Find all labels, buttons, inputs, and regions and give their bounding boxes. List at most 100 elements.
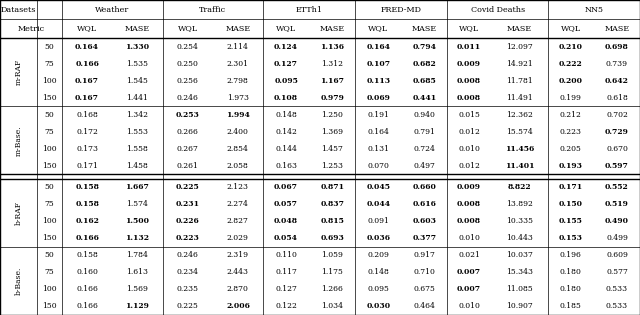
Text: 0.067: 0.067 — [274, 183, 298, 192]
Text: 1.342: 1.342 — [126, 111, 148, 119]
Text: 0.127: 0.127 — [274, 60, 298, 68]
Text: 0.160: 0.160 — [76, 268, 98, 277]
Text: 0.166: 0.166 — [76, 302, 98, 311]
Text: 0.246: 0.246 — [177, 251, 198, 260]
Text: 75: 75 — [45, 200, 54, 209]
Text: 1.132: 1.132 — [125, 234, 149, 243]
Text: 0.095: 0.095 — [367, 285, 389, 294]
Text: 11.456: 11.456 — [505, 145, 534, 153]
Text: 1.034: 1.034 — [321, 302, 343, 311]
Text: WQL: WQL — [561, 25, 581, 33]
Text: 0.127: 0.127 — [275, 285, 297, 294]
Text: 0.577: 0.577 — [606, 268, 628, 277]
Text: 0.739: 0.739 — [606, 60, 628, 68]
Text: 0.660: 0.660 — [412, 183, 436, 192]
Text: 0.231: 0.231 — [175, 200, 200, 209]
Text: 0.603: 0.603 — [412, 217, 436, 226]
Text: 0.209: 0.209 — [367, 251, 389, 260]
Text: 1.574: 1.574 — [127, 200, 148, 209]
Text: 50: 50 — [45, 111, 54, 119]
Text: 0.837: 0.837 — [320, 200, 344, 209]
Text: 0.267: 0.267 — [177, 145, 198, 153]
Text: 0.166: 0.166 — [75, 60, 99, 68]
Text: 0.940: 0.940 — [413, 111, 435, 119]
Text: 0.070: 0.070 — [367, 162, 389, 170]
Text: 11.085: 11.085 — [506, 285, 532, 294]
Text: 0.131: 0.131 — [367, 145, 389, 153]
Text: 0.702: 0.702 — [606, 111, 628, 119]
Text: 0.172: 0.172 — [76, 128, 98, 136]
Text: Weather: Weather — [95, 6, 129, 14]
Text: 2.854: 2.854 — [227, 145, 249, 153]
Text: b-RAF: b-RAF — [15, 201, 22, 225]
Text: 0.168: 0.168 — [76, 111, 98, 119]
Text: 0.917: 0.917 — [413, 251, 435, 260]
Text: 0.685: 0.685 — [412, 77, 436, 85]
Text: 0.618: 0.618 — [606, 94, 628, 102]
Text: 0.223: 0.223 — [560, 128, 582, 136]
Text: 0.675: 0.675 — [413, 285, 435, 294]
Text: 2.827: 2.827 — [227, 217, 249, 226]
Text: 0.642: 0.642 — [605, 77, 629, 85]
Text: 11.781: 11.781 — [506, 77, 532, 85]
Text: 0.616: 0.616 — [412, 200, 436, 209]
Text: 0.150: 0.150 — [559, 200, 583, 209]
Text: 10.443: 10.443 — [506, 234, 533, 243]
Text: 75: 75 — [45, 60, 54, 68]
Text: 0.164: 0.164 — [366, 43, 390, 51]
Text: 0.148: 0.148 — [367, 268, 389, 277]
Text: 0.069: 0.069 — [366, 94, 390, 102]
Text: 0.155: 0.155 — [559, 217, 583, 226]
Text: 1.312: 1.312 — [321, 60, 343, 68]
Text: MASE: MASE — [225, 25, 250, 33]
Text: 0.166: 0.166 — [75, 234, 99, 243]
Text: 1.784: 1.784 — [127, 251, 148, 260]
Text: b-Base.: b-Base. — [15, 267, 22, 295]
Text: 0.171: 0.171 — [76, 162, 98, 170]
Text: 0.012: 0.012 — [458, 128, 480, 136]
Text: 0.164: 0.164 — [367, 128, 389, 136]
Text: 0.124: 0.124 — [274, 43, 298, 51]
Text: 0.979: 0.979 — [320, 94, 344, 102]
Text: 0.166: 0.166 — [76, 285, 98, 294]
Text: 10.037: 10.037 — [506, 251, 533, 260]
Text: 13.892: 13.892 — [506, 200, 533, 209]
Text: 0.441: 0.441 — [412, 94, 436, 102]
Text: Metric: Metric — [17, 25, 45, 33]
Text: 15.343: 15.343 — [506, 268, 533, 277]
Text: 1.569: 1.569 — [127, 285, 148, 294]
Text: 0.212: 0.212 — [560, 111, 582, 119]
Text: 0.158: 0.158 — [75, 200, 99, 209]
Text: 1.545: 1.545 — [127, 77, 148, 85]
Text: 1.667: 1.667 — [125, 183, 149, 192]
Text: 0.225: 0.225 — [176, 183, 200, 192]
Text: 0.254: 0.254 — [177, 43, 198, 51]
Text: 0.008: 0.008 — [457, 217, 481, 226]
Text: 0.048: 0.048 — [274, 217, 298, 226]
Text: 1.535: 1.535 — [126, 60, 148, 68]
Text: 0.036: 0.036 — [366, 234, 390, 243]
Text: 10.907: 10.907 — [506, 302, 532, 311]
Text: MASE: MASE — [507, 25, 532, 33]
Text: 0.054: 0.054 — [274, 234, 298, 243]
Text: WQL: WQL — [459, 25, 479, 33]
Text: 0.519: 0.519 — [605, 200, 629, 209]
Text: 2.006: 2.006 — [226, 302, 250, 311]
Text: 0.724: 0.724 — [413, 145, 435, 153]
Text: 0.693: 0.693 — [320, 234, 344, 243]
Text: 0.171: 0.171 — [559, 183, 583, 192]
Text: 0.007: 0.007 — [457, 285, 481, 294]
Text: 0.167: 0.167 — [75, 77, 99, 85]
Text: 0.010: 0.010 — [458, 234, 480, 243]
Text: NN5: NN5 — [584, 6, 604, 14]
Text: 0.256: 0.256 — [177, 77, 198, 85]
Text: 0.234: 0.234 — [177, 268, 198, 277]
Text: 0.008: 0.008 — [457, 94, 481, 102]
Text: 0.113: 0.113 — [366, 77, 390, 85]
Text: 11.491: 11.491 — [506, 94, 532, 102]
Text: 0.815: 0.815 — [320, 217, 344, 226]
Text: Datasets: Datasets — [1, 6, 36, 14]
Text: Traffic: Traffic — [199, 6, 227, 14]
Text: FRED-MD: FRED-MD — [381, 6, 422, 14]
Text: 0.009: 0.009 — [457, 60, 481, 68]
